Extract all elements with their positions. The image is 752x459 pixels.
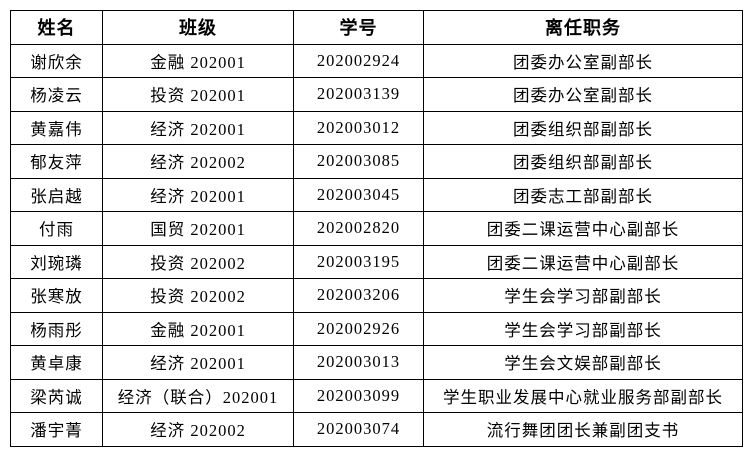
cell-name: 张启越 — [10, 177, 103, 212]
cell-class: 投资 202002 — [102, 278, 294, 313]
cell-position: 团委二课运营中心副部长 — [423, 211, 743, 246]
cell-position: 学生会学习部副部长 — [423, 311, 743, 346]
cell-class: 经济 202002 — [102, 144, 294, 179]
cell-class: 投资 202001 — [102, 77, 294, 112]
cell-class: 国贸 202001 — [102, 211, 294, 246]
cell-student-id: 202003206 — [293, 278, 424, 313]
cell-class: 经济 202001 — [102, 110, 294, 145]
cell-position: 团委志工部副部长 — [423, 177, 743, 212]
cell-name: 杨雨彤 — [10, 311, 103, 346]
cell-name: 梁芮诚 — [10, 378, 103, 413]
officer-roster-table: 姓名 班级 学号 离任职务 谢欣余 金融 202001 202002924 团委办公室… — [10, 10, 743, 447]
table-row: 梁芮诚 经济（联合）202001 202003099 学生职业发展中心就业服务部副部长 — [10, 378, 743, 413]
table-row: 刘琬璘 投资 202002 202003195 团委二课运营中心副部长 — [10, 244, 743, 279]
cell-name: 刘琬璘 — [10, 244, 103, 279]
cell-position: 团委组织部副部长 — [423, 144, 743, 179]
cell-class: 投资 202002 — [102, 244, 294, 279]
cell-student-id: 202002926 — [293, 311, 424, 346]
cell-class: 金融 202001 — [102, 311, 294, 346]
cell-class: 经济 202002 — [102, 412, 294, 447]
column-header-class: 班级 — [102, 10, 294, 45]
cell-position: 学生会学习部副部长 — [423, 278, 743, 313]
table-row: 张寒放 投资 202002 202003206 学生会学习部副部长 — [10, 278, 743, 313]
cell-position: 团委办公室副部长 — [423, 43, 743, 78]
cell-position: 团委办公室副部长 — [423, 77, 743, 112]
cell-name: 杨凌云 — [10, 77, 103, 112]
cell-class: 金融 202001 — [102, 43, 294, 78]
cell-name: 郁友萍 — [10, 144, 103, 179]
table-row: 黄嘉伟 经济 202001 202003012 团委组织部副部长 — [10, 110, 743, 145]
table-row: 潘宇菁 经济 202002 202003074 流行舞团团长兼副团支书 — [10, 412, 743, 447]
table-row: 郁友萍 经济 202002 202003085 团委组织部副部长 — [10, 144, 743, 179]
header-row: 姓名 班级 学号 离任职务 — [10, 10, 743, 45]
cell-class: 经济（联合）202001 — [102, 378, 294, 413]
cell-position: 学生职业发展中心就业服务部副部长 — [423, 378, 743, 413]
table-row: 黄卓康 经济 202001 202003013 学生会文娱部副部长 — [10, 345, 743, 380]
table-row: 杨凌云 投资 202001 202003139 团委办公室副部长 — [10, 77, 743, 112]
column-header-name: 姓名 — [10, 10, 103, 45]
cell-student-id: 202003045 — [293, 177, 424, 212]
cell-name: 付雨 — [10, 211, 103, 246]
cell-name: 谢欣余 — [10, 43, 103, 78]
cell-student-id: 202003012 — [293, 110, 424, 145]
cell-student-id: 202002924 — [293, 43, 424, 78]
cell-class: 经济 202001 — [102, 177, 294, 212]
cell-student-id: 202003074 — [293, 412, 424, 447]
cell-student-id: 202003085 — [293, 144, 424, 179]
table-row: 谢欣余 金融 202001 202002924 团委办公室副部长 — [10, 43, 743, 78]
cell-student-id: 202003195 — [293, 244, 424, 279]
cell-position: 团委二课运营中心副部长 — [423, 244, 743, 279]
cell-name: 张寒放 — [10, 278, 103, 313]
cell-position: 流行舞团团长兼副团支书 — [423, 412, 743, 447]
column-header-position: 离任职务 — [423, 10, 743, 45]
cell-class: 经济 202001 — [102, 345, 294, 380]
table-row: 付雨 国贸 202001 202002820 团委二课运营中心副部长 — [10, 211, 743, 246]
column-header-student-id: 学号 — [293, 10, 424, 45]
cell-name: 黄嘉伟 — [10, 110, 103, 145]
cell-student-id: 202003139 — [293, 77, 424, 112]
table-body: 谢欣余 金融 202001 202002924 团委办公室副部长 杨凌云 投资 20200… — [10, 43, 743, 447]
cell-student-id: 202002820 — [293, 211, 424, 246]
cell-student-id: 202003013 — [293, 345, 424, 380]
table-row: 张启越 经济 202001 202003045 团委志工部副部长 — [10, 177, 743, 212]
cell-position: 团委组织部副部长 — [423, 110, 743, 145]
cell-name: 黄卓康 — [10, 345, 103, 380]
cell-student-id: 202003099 — [293, 378, 424, 413]
cell-name: 潘宇菁 — [10, 412, 103, 447]
cell-position: 学生会文娱部副部长 — [423, 345, 743, 380]
table-row: 杨雨彤 金融 202001 202002926 学生会学习部副部长 — [10, 311, 743, 346]
